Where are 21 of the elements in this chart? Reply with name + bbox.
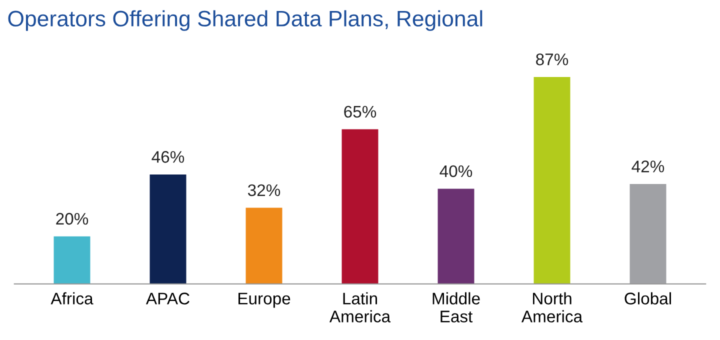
x-tick-label: APAC (146, 292, 190, 304)
bar (150, 174, 186, 284)
bar (534, 76, 570, 284)
bar (246, 208, 282, 284)
x-tick-label: Global (624, 292, 671, 304)
bar (438, 188, 474, 284)
data-label: 65% (344, 106, 376, 118)
x-tick-label: North America (521, 292, 583, 322)
data-label: 87% (536, 54, 568, 66)
data-label: 40% (440, 165, 472, 178)
data-label: 20% (56, 212, 88, 225)
x-tick-label: Middle East (432, 292, 480, 322)
chart-title: Operators Offering Shared Data Plans, Regional (8, 10, 482, 31)
data-label: 42% (632, 160, 664, 172)
bar (342, 129, 378, 284)
data-label: 46% (152, 151, 184, 163)
bar (54, 236, 90, 284)
x-tick-label: Africa (50, 292, 94, 304)
data-label: 32% (248, 184, 280, 196)
x-tick-label: Europe (238, 292, 290, 308)
x-tick-label: Latin America (329, 292, 391, 322)
